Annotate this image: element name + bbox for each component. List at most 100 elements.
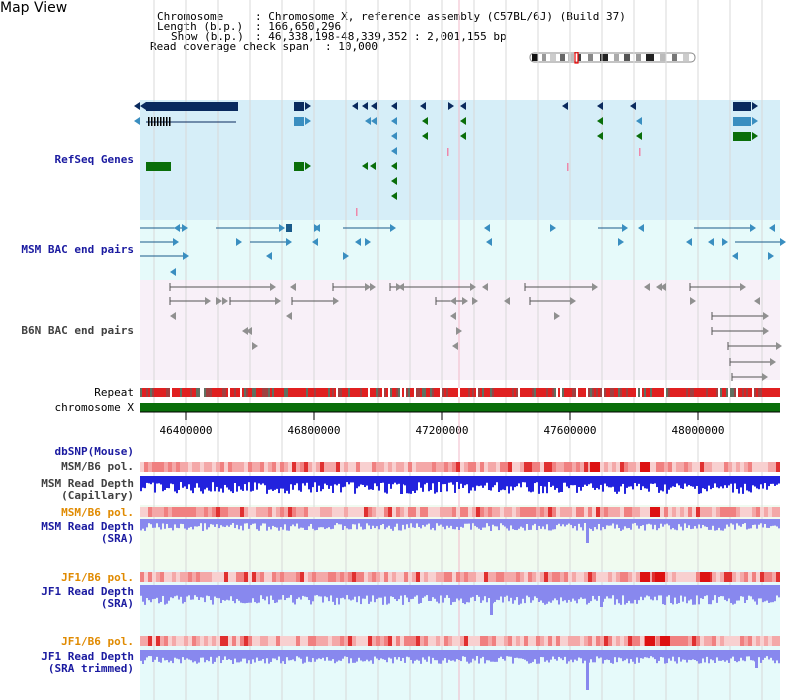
repeat-segment — [242, 388, 244, 397]
repeat-segment — [674, 388, 676, 397]
repeat-segment — [756, 388, 758, 397]
repeat-segment — [774, 388, 776, 397]
repeat-segment — [244, 388, 246, 397]
repeat-segment — [608, 388, 610, 397]
track-label-msm-pol[interactable]: MSM/B6 pol. — [61, 460, 134, 473]
repeat-segment — [680, 388, 682, 397]
track-label-jf1-pol-2[interactable]: JF1/B6 pol. — [61, 635, 134, 648]
repeat-segment — [594, 388, 596, 397]
repeat-segment — [236, 388, 238, 397]
repeat-segment — [384, 388, 386, 397]
repeat-segment — [182, 388, 184, 397]
repeat-segment — [368, 388, 370, 397]
repeat-segment — [224, 388, 226, 397]
repeat-segment — [620, 388, 622, 397]
repeat-segment — [724, 388, 726, 397]
repeat-segment — [542, 388, 544, 397]
repeat-segment — [528, 388, 530, 397]
track-label-repeat[interactable]: Repeat — [94, 386, 134, 399]
track-label-jf1-pol[interactable]: JF1/B6 pol. — [61, 571, 134, 584]
span-value: : 10,000 — [325, 40, 378, 53]
repeat-segment — [390, 388, 392, 397]
track-label-msm-pol-2[interactable]: MSM/B6 pol. — [61, 506, 134, 519]
repeat-segment — [540, 388, 542, 397]
repeat-segment — [168, 388, 170, 397]
repeat-segment — [454, 388, 456, 397]
repeat-segment — [730, 388, 732, 397]
track-label-refseq[interactable]: RefSeq Genes — [54, 153, 134, 166]
repeat-segment — [506, 388, 508, 397]
repeat-segment — [442, 388, 444, 397]
repeat-segment — [216, 388, 218, 397]
repeat-segment — [476, 388, 478, 397]
repeat-segment — [418, 388, 420, 397]
repeat-segment — [750, 388, 752, 397]
repeat-segment — [470, 388, 472, 397]
repeat-segment — [504, 388, 506, 397]
repeat-segment — [618, 388, 620, 397]
repeat-segment — [622, 388, 624, 397]
chromosome-ideogram[interactable] — [528, 52, 698, 64]
repeat-segment — [602, 388, 604, 397]
repeat-segment — [634, 388, 636, 397]
msm-cap-bg — [140, 460, 780, 500]
repeat-segment — [570, 388, 572, 397]
repeat-segment — [536, 388, 538, 397]
repeat-segment — [704, 388, 706, 397]
repeat-segment — [636, 388, 638, 397]
repeat-segment — [402, 388, 404, 397]
repeat-segment — [382, 388, 384, 397]
repeat-segment — [450, 388, 452, 397]
repeat-segment — [288, 388, 290, 397]
repeat-segment — [156, 388, 158, 397]
repeat-segment — [210, 388, 212, 397]
track-label-chrom[interactable]: chromosome X — [54, 401, 134, 414]
track-label-b6n-bac[interactable]: B6N BAC end pairs — [21, 324, 134, 337]
repeat-segment — [558, 388, 560, 397]
track-label-msm-bac[interactable]: MSM BAC end pairs — [21, 243, 134, 256]
track-label-dbsnp[interactable]: dbSNP(Mouse) — [54, 445, 134, 458]
axis-tick-label: 46800000 — [287, 424, 341, 437]
repeat-segment — [308, 388, 310, 397]
repeat-segment — [544, 388, 546, 397]
repeat-segment — [356, 388, 358, 397]
track-label-msm-depth-cap[interactable]: MSM Read Depth (Capillary) — [41, 477, 134, 502]
chromosome-value: : Chromosome X, reference assembly (C57B… — [255, 10, 626, 23]
repeat-segment — [254, 388, 256, 397]
repeat-segment — [546, 388, 548, 397]
chromosome-bar — [140, 403, 780, 412]
refseq-track-bg — [140, 100, 780, 220]
repeat-segment — [582, 388, 584, 397]
repeat-segment — [324, 388, 326, 397]
repeat-segment — [278, 388, 280, 397]
repeat-segment — [200, 388, 202, 397]
repeat-segment — [664, 388, 666, 397]
track-label-jf1-depth-sra[interactable]: JF1 Read Depth (SRA) — [41, 585, 134, 610]
repeat-segment — [318, 388, 320, 397]
repeat-segment — [392, 388, 394, 397]
repeat-segment — [562, 388, 564, 397]
repeat-segment — [728, 388, 730, 397]
repeat-segment — [400, 388, 402, 397]
repeat-segment — [712, 388, 714, 397]
repeat-segment — [270, 388, 272, 397]
repeat-segment — [742, 388, 744, 397]
track-label-jf1-depth-trim[interactable]: JF1 Read Depth (SRA trimmed) — [41, 650, 134, 675]
repeat-segment — [736, 388, 738, 397]
repeat-segment — [374, 388, 376, 397]
repeat-segment — [186, 388, 188, 397]
repeat-segment — [340, 388, 342, 397]
repeat-segment — [190, 388, 192, 397]
repeat-segment — [258, 388, 260, 397]
track-label-msm-depth-sra[interactable]: MSM Read Depth (SRA) — [41, 520, 134, 545]
repeat-segment — [412, 388, 414, 397]
repeat-segment — [482, 388, 484, 397]
repeat-segment — [474, 388, 476, 397]
repeat-segment — [652, 388, 654, 397]
msm-bac-track-bg — [140, 220, 780, 280]
repeat-segment — [698, 388, 700, 397]
repeat-segment — [426, 388, 428, 397]
repeat-segment — [654, 388, 656, 397]
repeat-segment — [682, 388, 684, 397]
repeat-segment — [360, 388, 362, 397]
